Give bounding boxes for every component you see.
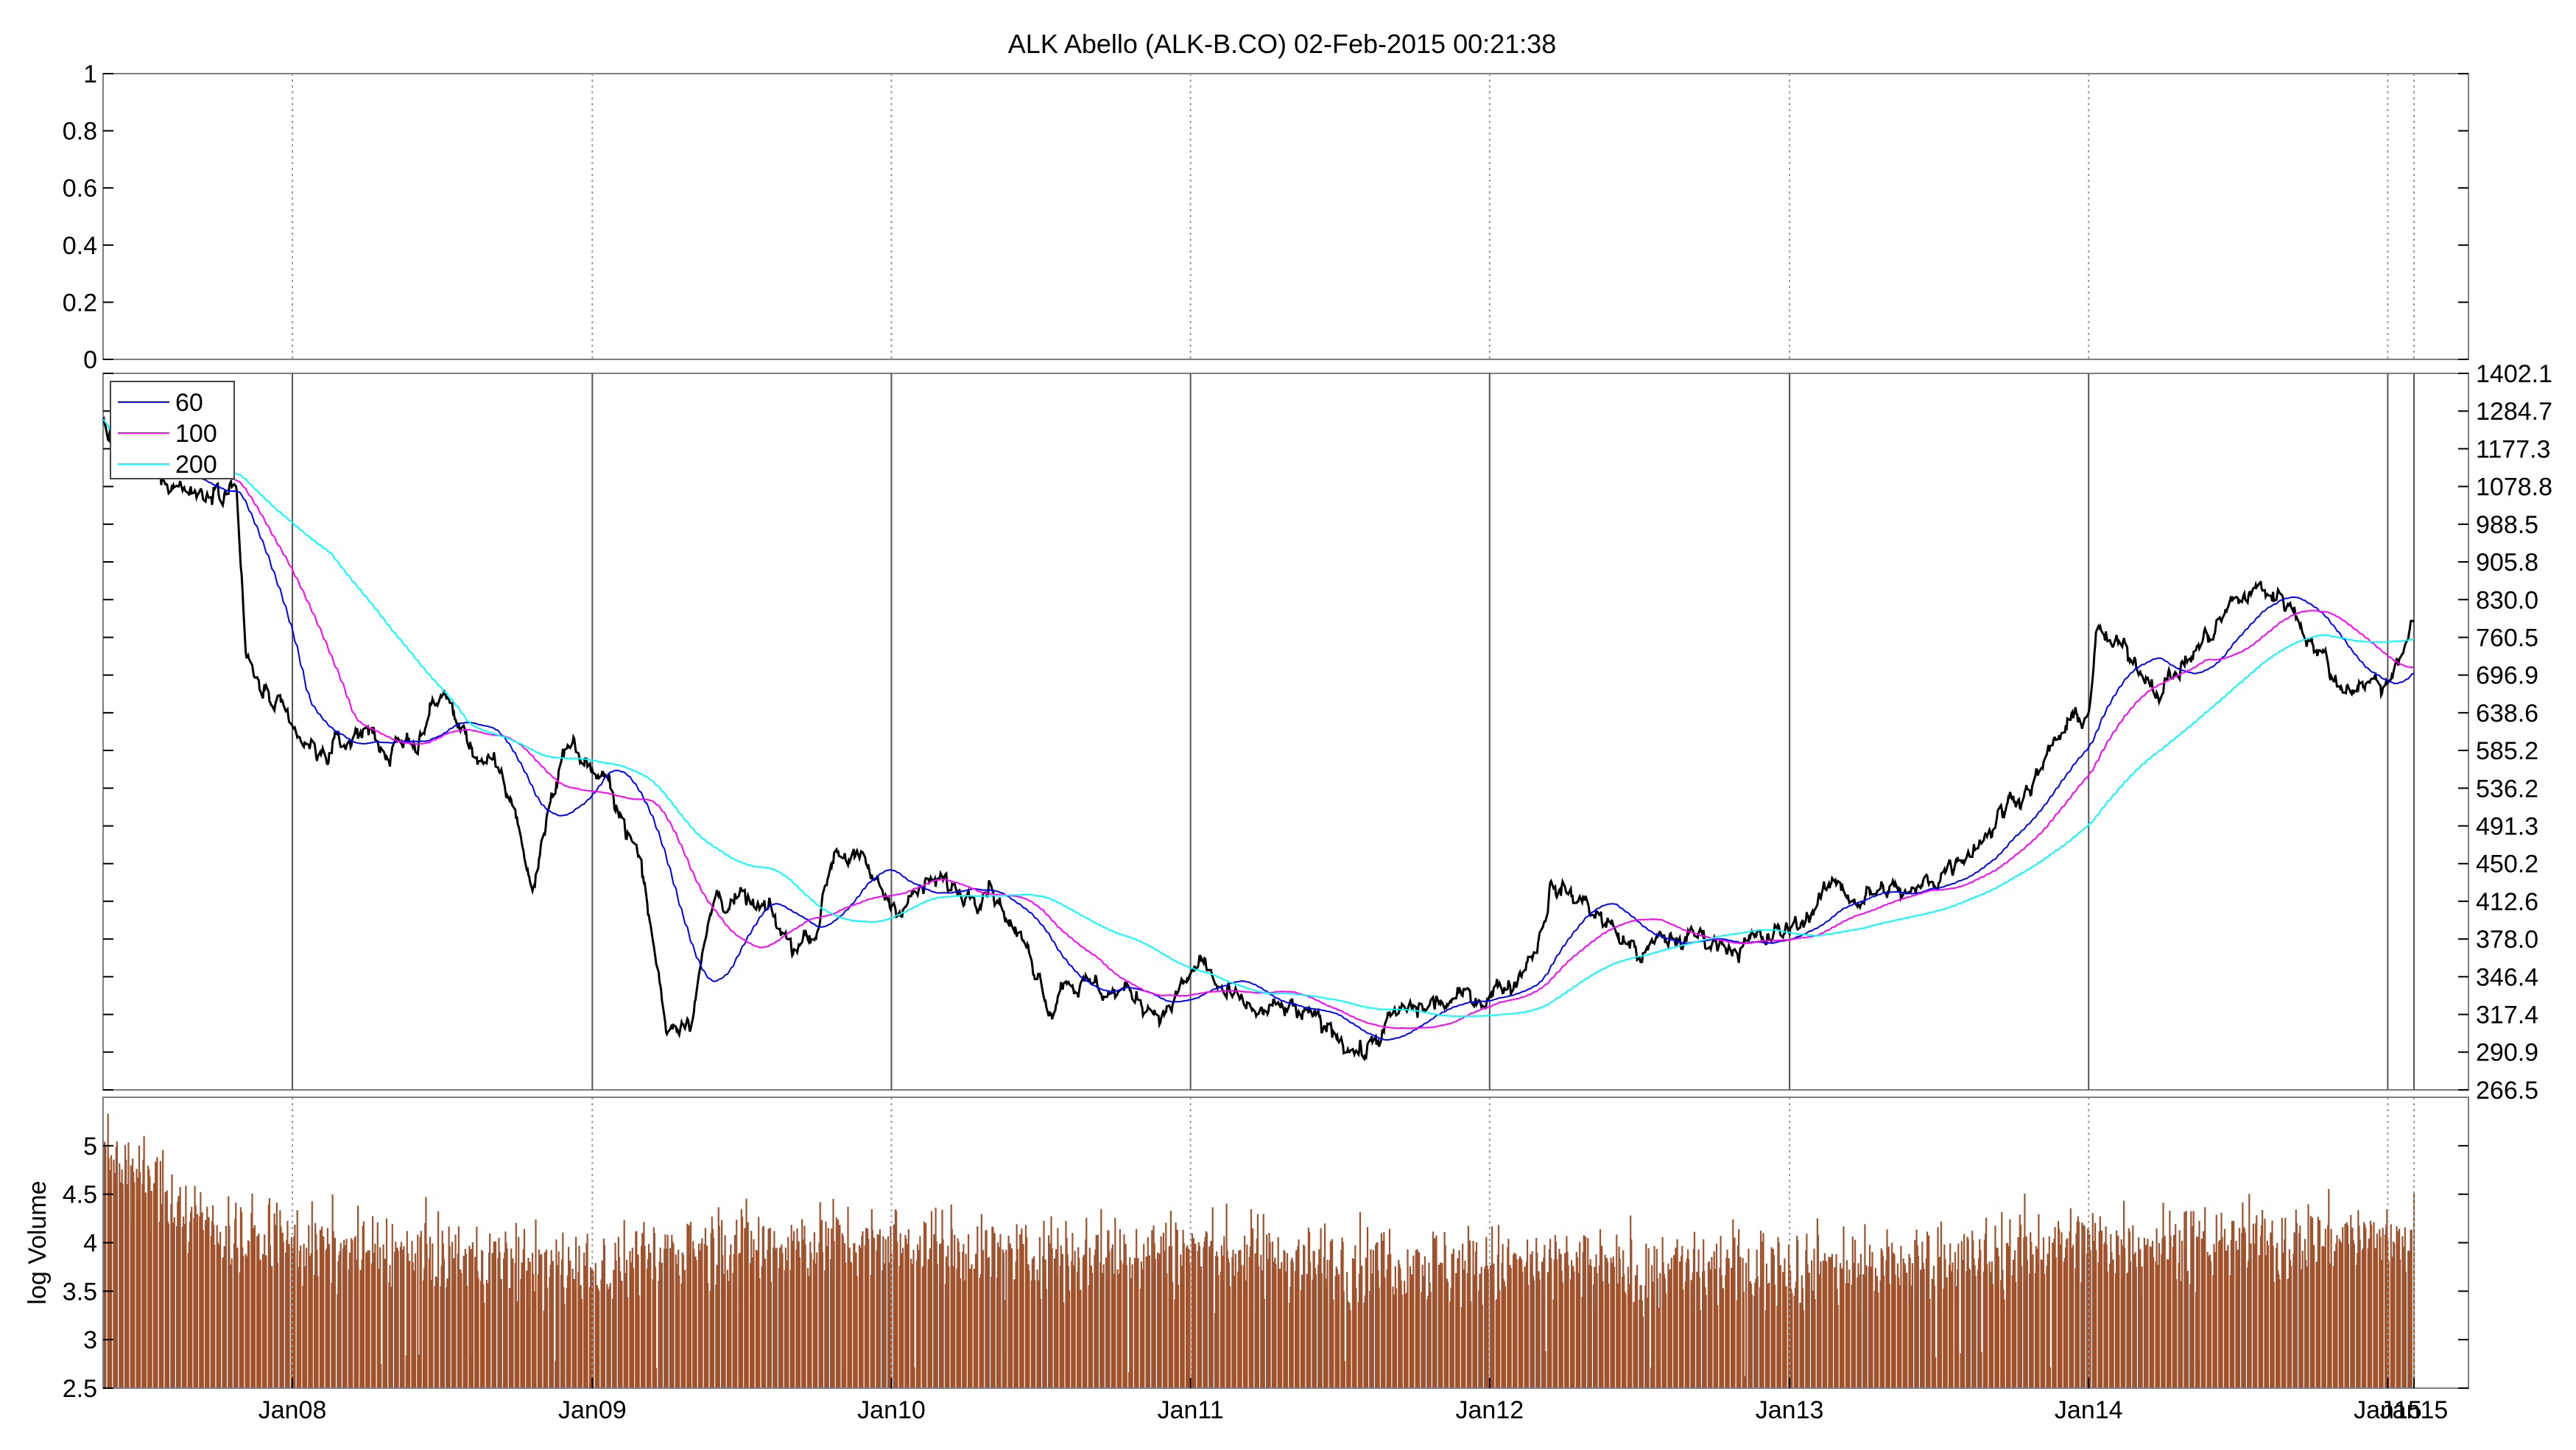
price-ytick-label: 1078.8 [2476, 474, 2552, 501]
price-ytick-label: 491.3 [2476, 813, 2538, 841]
ma-60-line [102, 418, 2415, 1041]
xtick-label: Jan09 [558, 1396, 627, 1424]
xtick-label: Jan15 [2380, 1396, 2449, 1424]
price-ytick-label: 905.8 [2476, 549, 2538, 577]
price-ytick-label: 346.4 [2476, 963, 2538, 991]
xtick-label: Jan14 [2055, 1396, 2123, 1424]
legend-label-100: 100 [175, 420, 217, 448]
top-ytick-label: 0.4 [63, 232, 97, 260]
price-series-line [102, 415, 2415, 1062]
xtick-label: Jan10 [857, 1396, 926, 1424]
volume-ytick-label: 3.5 [63, 1278, 97, 1306]
price-panel-frame [102, 373, 2469, 1091]
top-ytick-label: 0.6 [63, 175, 97, 203]
top-ytick-label: 0 [83, 346, 97, 374]
volume-panel: 2.5 3 3.5 4 4.5 5 log Volume [24, 1097, 2469, 1403]
price-ytick-label: 1177.3 [2476, 435, 2550, 463]
top-ytick-label: 0.2 [63, 289, 97, 317]
volume-bars [102, 1113, 2415, 1388]
price-ytick-label: 378.0 [2476, 926, 2538, 954]
legend-label-200: 200 [175, 451, 217, 479]
volume-ytick-label: 3 [83, 1326, 97, 1354]
price-ytick-label: 412.6 [2476, 888, 2538, 916]
xtick-label: Jan12 [1455, 1396, 1524, 1424]
price-ytick-label: 1402.1 [2476, 360, 2552, 388]
top-ytick-label: 1 [83, 60, 97, 88]
legend: 60 100 200 [110, 381, 235, 479]
price-ytick-label: 585.2 [2476, 737, 2538, 765]
xtick-label: Jan11 [1158, 1396, 1224, 1424]
price-ytick-label: 266.5 [2476, 1077, 2538, 1105]
price-ytick-label: 638.6 [2476, 700, 2538, 728]
top-ytick-label: 0.8 [63, 118, 97, 146]
price-ytick-label: 830.0 [2476, 586, 2538, 614]
volume-ytick-label: 5 [83, 1133, 97, 1161]
price-ytick-label: 760.5 [2476, 624, 2538, 652]
price-ytick-label: 988.5 [2476, 511, 2538, 539]
ma-200-line [102, 418, 2415, 1017]
volume-ylabel: log Volume [24, 1180, 52, 1304]
chart-title: ALK Abello (ALK-B.CO) 02-Feb-2015 00:21:… [1008, 29, 1556, 59]
legend-label-60: 60 [175, 389, 203, 417]
price-ytick-label: 1284.7 [2476, 398, 2552, 426]
xtick-label: Jan13 [1756, 1396, 1824, 1424]
top-panel: 0 0.2 0.4 0.6 0.8 1 [63, 60, 2469, 374]
volume-ytick-label: 2.5 [63, 1375, 97, 1403]
ma-100-line [102, 418, 2414, 1030]
price-ytick-label: 450.2 [2476, 851, 2538, 879]
volume-ytick-label: 4 [83, 1230, 97, 1258]
price-ytick-label: 317.4 [2476, 1002, 2538, 1030]
top-panel-frame [102, 73, 2469, 360]
x-axis: Jan08 Jan09 Jan10 Jan11 Jan12 Jan13 Jan14 Jan15… [258, 1378, 2449, 1424]
volume-ytick-label: 4.5 [63, 1181, 97, 1209]
legend-box [110, 381, 235, 479]
price-panel: 266.5 290.9 317.4 346.4 378.0 412.6 450.2 491.3… [102, 360, 2552, 1105]
price-ytick-label: 536.2 [2476, 775, 2538, 803]
xtick-label: Jan08 [258, 1396, 327, 1424]
price-ytick-label: 696.9 [2476, 662, 2538, 690]
price-ytick-label: 290.9 [2476, 1039, 2538, 1067]
xtick-label: Jan15 [2354, 1396, 2422, 1424]
